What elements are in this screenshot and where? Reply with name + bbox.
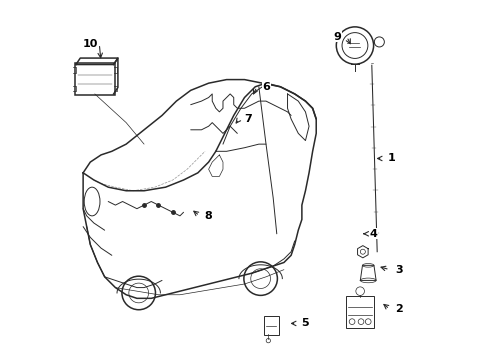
Text: 2: 2: [394, 304, 402, 314]
Text: 5: 5: [301, 319, 308, 328]
Text: 7: 7: [244, 114, 251, 124]
Text: 3: 3: [394, 265, 402, 275]
Text: 4: 4: [369, 229, 377, 239]
Text: 9: 9: [333, 32, 341, 41]
Text: 8: 8: [204, 211, 212, 221]
Text: 6: 6: [262, 82, 269, 92]
Text: 10: 10: [82, 39, 98, 49]
Text: 1: 1: [387, 153, 395, 163]
